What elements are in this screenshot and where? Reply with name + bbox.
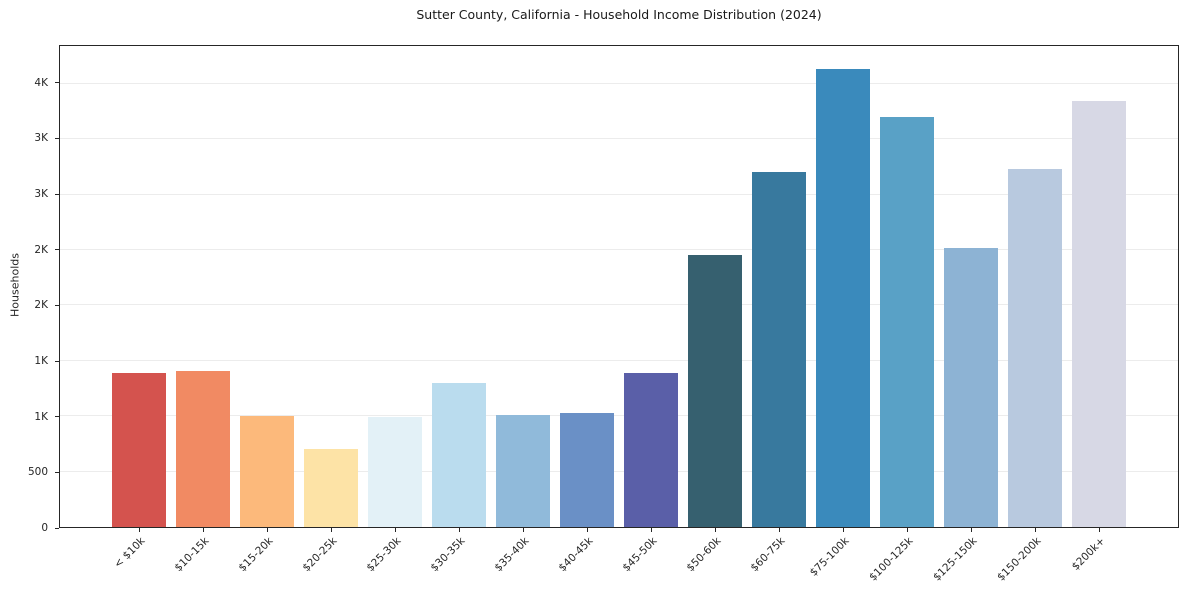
y-tick-mark <box>55 193 59 195</box>
y-tick-label: 4K <box>34 76 48 89</box>
x-tick-mark <box>907 528 908 532</box>
x-tick-label: < $10k <box>111 535 148 571</box>
gridline <box>60 304 1178 306</box>
y-tick-mark <box>55 416 59 418</box>
y-tick-mark <box>55 527 59 529</box>
x-tick-mark <box>1035 528 1036 532</box>
gridline <box>60 470 1178 472</box>
y-tick-label: 2K <box>34 243 48 256</box>
x-tick-mark <box>843 528 844 532</box>
y-tick-mark <box>55 82 59 84</box>
bar-30-35k <box>432 382 486 527</box>
x-tick-mark <box>715 528 716 532</box>
y-tick-label: 1K <box>34 410 48 423</box>
y-tick-mark <box>55 471 59 473</box>
plot-area <box>59 45 1179 528</box>
y-tick-mark <box>55 360 59 362</box>
gridline <box>60 193 1178 195</box>
gridline <box>60 82 1178 84</box>
y-tick-label: 1K <box>34 355 48 368</box>
bar-200k <box>1072 101 1126 527</box>
chart-title: Sutter County, California - Household In… <box>416 7 822 22</box>
bar-100-125k <box>880 116 934 527</box>
bar-150-200k <box>1008 169 1062 527</box>
x-tick-mark <box>1099 528 1100 532</box>
gridline <box>60 415 1178 417</box>
x-tick-mark <box>331 528 332 532</box>
x-tick-mark <box>971 528 972 532</box>
gridline <box>60 359 1178 361</box>
bar-35-40k <box>496 415 550 527</box>
bar-125-150k <box>944 247 998 527</box>
bar-20-25k <box>304 449 358 527</box>
bar-10-15k <box>176 370 230 527</box>
x-tick-mark <box>587 528 588 532</box>
x-tick-mark <box>651 528 652 532</box>
x-tick-mark <box>139 528 140 532</box>
gridline <box>60 248 1178 250</box>
bar-50-60k <box>688 255 742 527</box>
bar-60-75k <box>752 172 806 527</box>
bar-45-50k <box>624 372 678 527</box>
x-tick-mark <box>459 528 460 532</box>
bar-40-45k <box>560 412 614 527</box>
bar-25-30k <box>368 417 422 527</box>
y-tick-mark <box>55 304 59 306</box>
y-tick-label: 2K <box>34 299 48 312</box>
x-tick-mark <box>779 528 780 532</box>
y-tick-label: 500 <box>27 466 48 479</box>
y-tick-mark <box>55 249 59 251</box>
y-tick-mark <box>55 137 59 139</box>
x-tick-mark <box>267 528 268 532</box>
y-tick-label: 3K <box>34 132 48 145</box>
x-tick-mark <box>203 528 204 532</box>
x-tick-mark <box>395 528 396 532</box>
bar-10k <box>112 372 166 527</box>
gridline <box>60 138 1178 140</box>
x-tick-mark <box>523 528 524 532</box>
bar-15-20k <box>240 416 294 527</box>
y-tick-label: 0 <box>41 522 48 534</box>
y-tick-label: 3K <box>34 188 48 201</box>
bar-75-100k <box>816 69 870 527</box>
